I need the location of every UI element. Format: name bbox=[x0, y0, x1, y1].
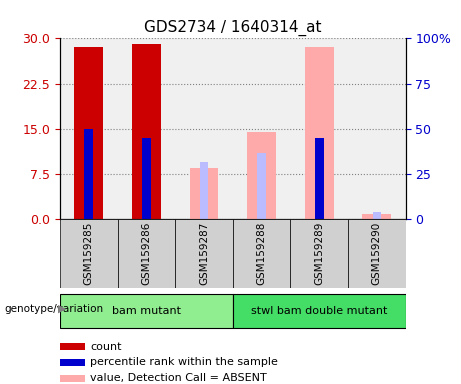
Text: genotype/variation: genotype/variation bbox=[5, 304, 104, 314]
Title: GDS2734 / 1640314_at: GDS2734 / 1640314_at bbox=[144, 20, 322, 36]
Bar bbox=[142, 138, 151, 219]
Bar bbox=[175, 219, 233, 288]
Bar bbox=[233, 294, 406, 328]
Text: GSM159289: GSM159289 bbox=[314, 221, 324, 285]
Bar bbox=[233, 219, 290, 288]
Text: GSM159288: GSM159288 bbox=[257, 221, 266, 285]
Text: stwl bam double mutant: stwl bam double mutant bbox=[251, 306, 387, 316]
Text: bam mutant: bam mutant bbox=[112, 306, 181, 316]
Bar bbox=[247, 132, 276, 219]
Bar bbox=[362, 214, 391, 219]
Bar bbox=[118, 219, 175, 288]
Text: count: count bbox=[90, 341, 121, 351]
Bar bbox=[257, 153, 266, 219]
Bar bbox=[372, 212, 381, 219]
Text: GSM159285: GSM159285 bbox=[84, 221, 94, 285]
Bar bbox=[74, 47, 103, 219]
Bar bbox=[60, 343, 85, 350]
Text: GSM159290: GSM159290 bbox=[372, 221, 382, 285]
Bar bbox=[348, 219, 406, 288]
Bar bbox=[132, 45, 161, 219]
Bar bbox=[290, 219, 348, 288]
Text: percentile rank within the sample: percentile rank within the sample bbox=[90, 358, 278, 367]
Text: GSM159286: GSM159286 bbox=[142, 221, 151, 285]
Text: GSM159287: GSM159287 bbox=[199, 221, 209, 285]
Text: ▶: ▶ bbox=[58, 304, 66, 314]
Bar bbox=[60, 359, 85, 366]
Text: value, Detection Call = ABSENT: value, Detection Call = ABSENT bbox=[90, 373, 266, 383]
Bar bbox=[60, 294, 233, 328]
Bar bbox=[200, 162, 208, 219]
Bar bbox=[60, 219, 118, 288]
Bar bbox=[315, 138, 324, 219]
Bar bbox=[84, 129, 93, 219]
Bar bbox=[305, 47, 334, 219]
Bar bbox=[189, 168, 219, 219]
Bar bbox=[60, 375, 85, 382]
